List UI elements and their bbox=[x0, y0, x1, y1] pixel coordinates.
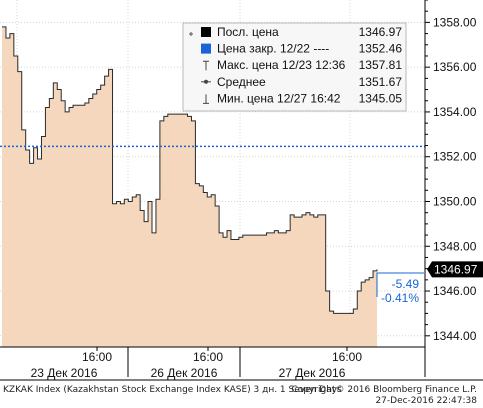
legend-value-4: 1345.05 bbox=[359, 91, 403, 105]
x-date-label-1: 26 Дек 2016 bbox=[151, 366, 218, 380]
legend-value-1: 1352.46 bbox=[359, 42, 403, 56]
price-area bbox=[2, 26, 378, 348]
price-line bbox=[2, 26, 378, 314]
x-time-label-2: 16:00 bbox=[332, 350, 362, 364]
y-tick-label-6: 1346.00 bbox=[433, 284, 477, 298]
blue-square-icon bbox=[201, 43, 211, 54]
y-tick-label-0: 1358.00 bbox=[433, 15, 477, 29]
y-axis: 1358.00 1356.00 1354.00 1352.00 1350.00 1348.… bbox=[424, 0, 483, 377]
change-bracket bbox=[376, 272, 424, 297]
change-box: -5.49-0.41% bbox=[376, 272, 424, 305]
legend-label-4: Мин. цена 12/27 16:42 bbox=[217, 91, 341, 105]
last-price-tag-label: 1346.97 bbox=[434, 262, 478, 276]
legend-label-1: Цена закр. 12/22 ---- bbox=[217, 42, 329, 56]
legend-value-0: 1346.97 bbox=[359, 25, 403, 39]
legend-box bbox=[182, 22, 407, 112]
y-tick-label-3: 1352.00 bbox=[433, 150, 477, 164]
legend-label-0: Посл. цена bbox=[217, 25, 279, 39]
y-tick-label-2: 1354.00 bbox=[433, 105, 477, 119]
footer-index-name: KZKAK Index (Kazakhstan Stock Exchange I… bbox=[3, 385, 342, 395]
footer-timestamp: 27-Dec-2016 22:47:38 bbox=[375, 396, 477, 406]
legend-label-2: Макс. цена 12/23 12:36 bbox=[217, 58, 346, 72]
average-marker-dot bbox=[204, 79, 208, 84]
x-date-label-0: 23 Дек 2016 bbox=[31, 366, 98, 380]
y-tick-label-1: 1356.00 bbox=[433, 60, 477, 74]
legend-expand-icon bbox=[189, 32, 193, 36]
x-time-label-1: 16:00 bbox=[193, 350, 223, 364]
last-price-tag bbox=[427, 261, 483, 278]
y-tick-label-4: 1350.00 bbox=[433, 194, 477, 208]
y-tick-label-5: 1348.00 bbox=[433, 239, 477, 253]
x-date-label-2: 27 Дек 2016 bbox=[279, 366, 346, 380]
legend: Посл. цена 1346.97 Цена закр. 12/22 ---- 13… bbox=[182, 22, 407, 112]
black-square-icon bbox=[201, 27, 211, 37]
x-time-label-0: 16:00 bbox=[82, 350, 112, 364]
x-axis: 16:00 16:00 16:00 23 Дек 2016 26 Дек 2016 27 … bbox=[0, 346, 483, 381]
change-value-0: -5.49 bbox=[392, 277, 420, 291]
change-value-1: -0.41% bbox=[381, 291, 419, 305]
legend-label-3: Среднее bbox=[217, 75, 266, 89]
legend-value-2: 1357.81 bbox=[359, 58, 403, 72]
legend-value-3: 1351.67 bbox=[359, 75, 403, 89]
price-area-fill bbox=[2, 26, 377, 348]
min-marker-icon bbox=[203, 94, 209, 104]
footer-copyright: Copyright© 2016 Bloomberg Finance L.P. bbox=[291, 385, 477, 395]
y-tick-label-7: 1344.00 bbox=[433, 329, 477, 343]
max-marker-icon bbox=[203, 60, 209, 71]
